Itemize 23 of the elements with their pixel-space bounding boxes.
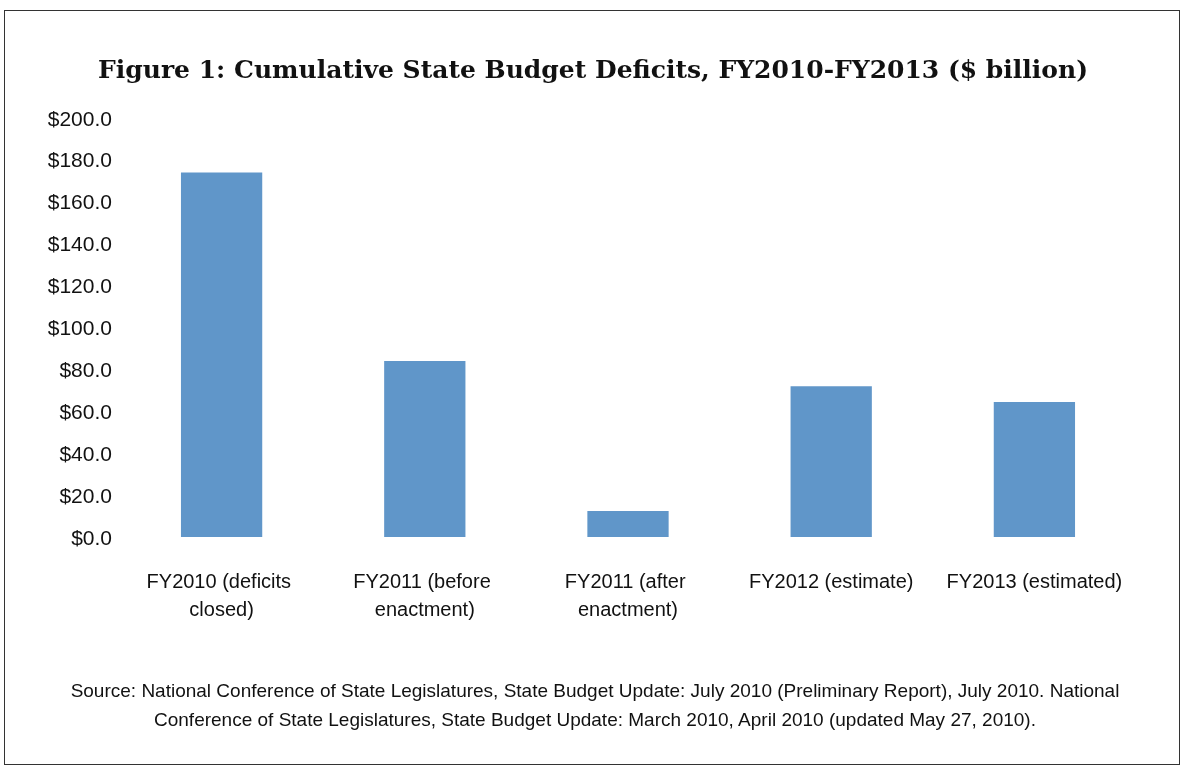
y-tick-label: $140.0 bbox=[47, 232, 112, 256]
x-tick-label: FY2011 (before enactment) bbox=[353, 570, 497, 620]
y-tick-label: $100.0 bbox=[47, 316, 112, 339]
x-tick-label: FY2013 (estimated) bbox=[946, 570, 1123, 592]
y-tick-label: $0.0 bbox=[71, 525, 112, 549]
bar bbox=[790, 386, 872, 537]
y-tick-label: $120.0 bbox=[47, 274, 112, 298]
y-tick-label: $40.0 bbox=[59, 441, 112, 465]
y-tick-label: $200.0 bbox=[47, 106, 112, 130]
bar bbox=[993, 402, 1076, 537]
y-tick-label: $180.0 bbox=[47, 148, 112, 172]
y-tick-label: $160.0 bbox=[47, 190, 112, 214]
x-tick-label: FY2010 (deficits closed) bbox=[146, 570, 297, 620]
bar bbox=[587, 511, 669, 537]
bar bbox=[180, 172, 263, 537]
bar bbox=[384, 361, 466, 537]
y-tick-label: $80.0 bbox=[59, 357, 112, 381]
source-note: Source: National Conference of State Legislatures, State Budget Update: July 2010 (Preliminary Report), July 2010. National Conference of State Legislatures, State Budget Update: March 2010, April 2010 (updated May 27, 2010). bbox=[69, 679, 1121, 732]
chart-title: Figure 1: Cumulative State Budget Deficits, FY2010-FY2013 ($ billion) bbox=[98, 55, 1088, 84]
y-tick-label: $20.0 bbox=[59, 483, 112, 507]
x-tick-label: FY2012 (estimate) bbox=[748, 570, 914, 592]
x-tick-label: FY2011 (after enactment) bbox=[564, 570, 692, 620]
y-tick-label: $60.0 bbox=[59, 399, 112, 423]
